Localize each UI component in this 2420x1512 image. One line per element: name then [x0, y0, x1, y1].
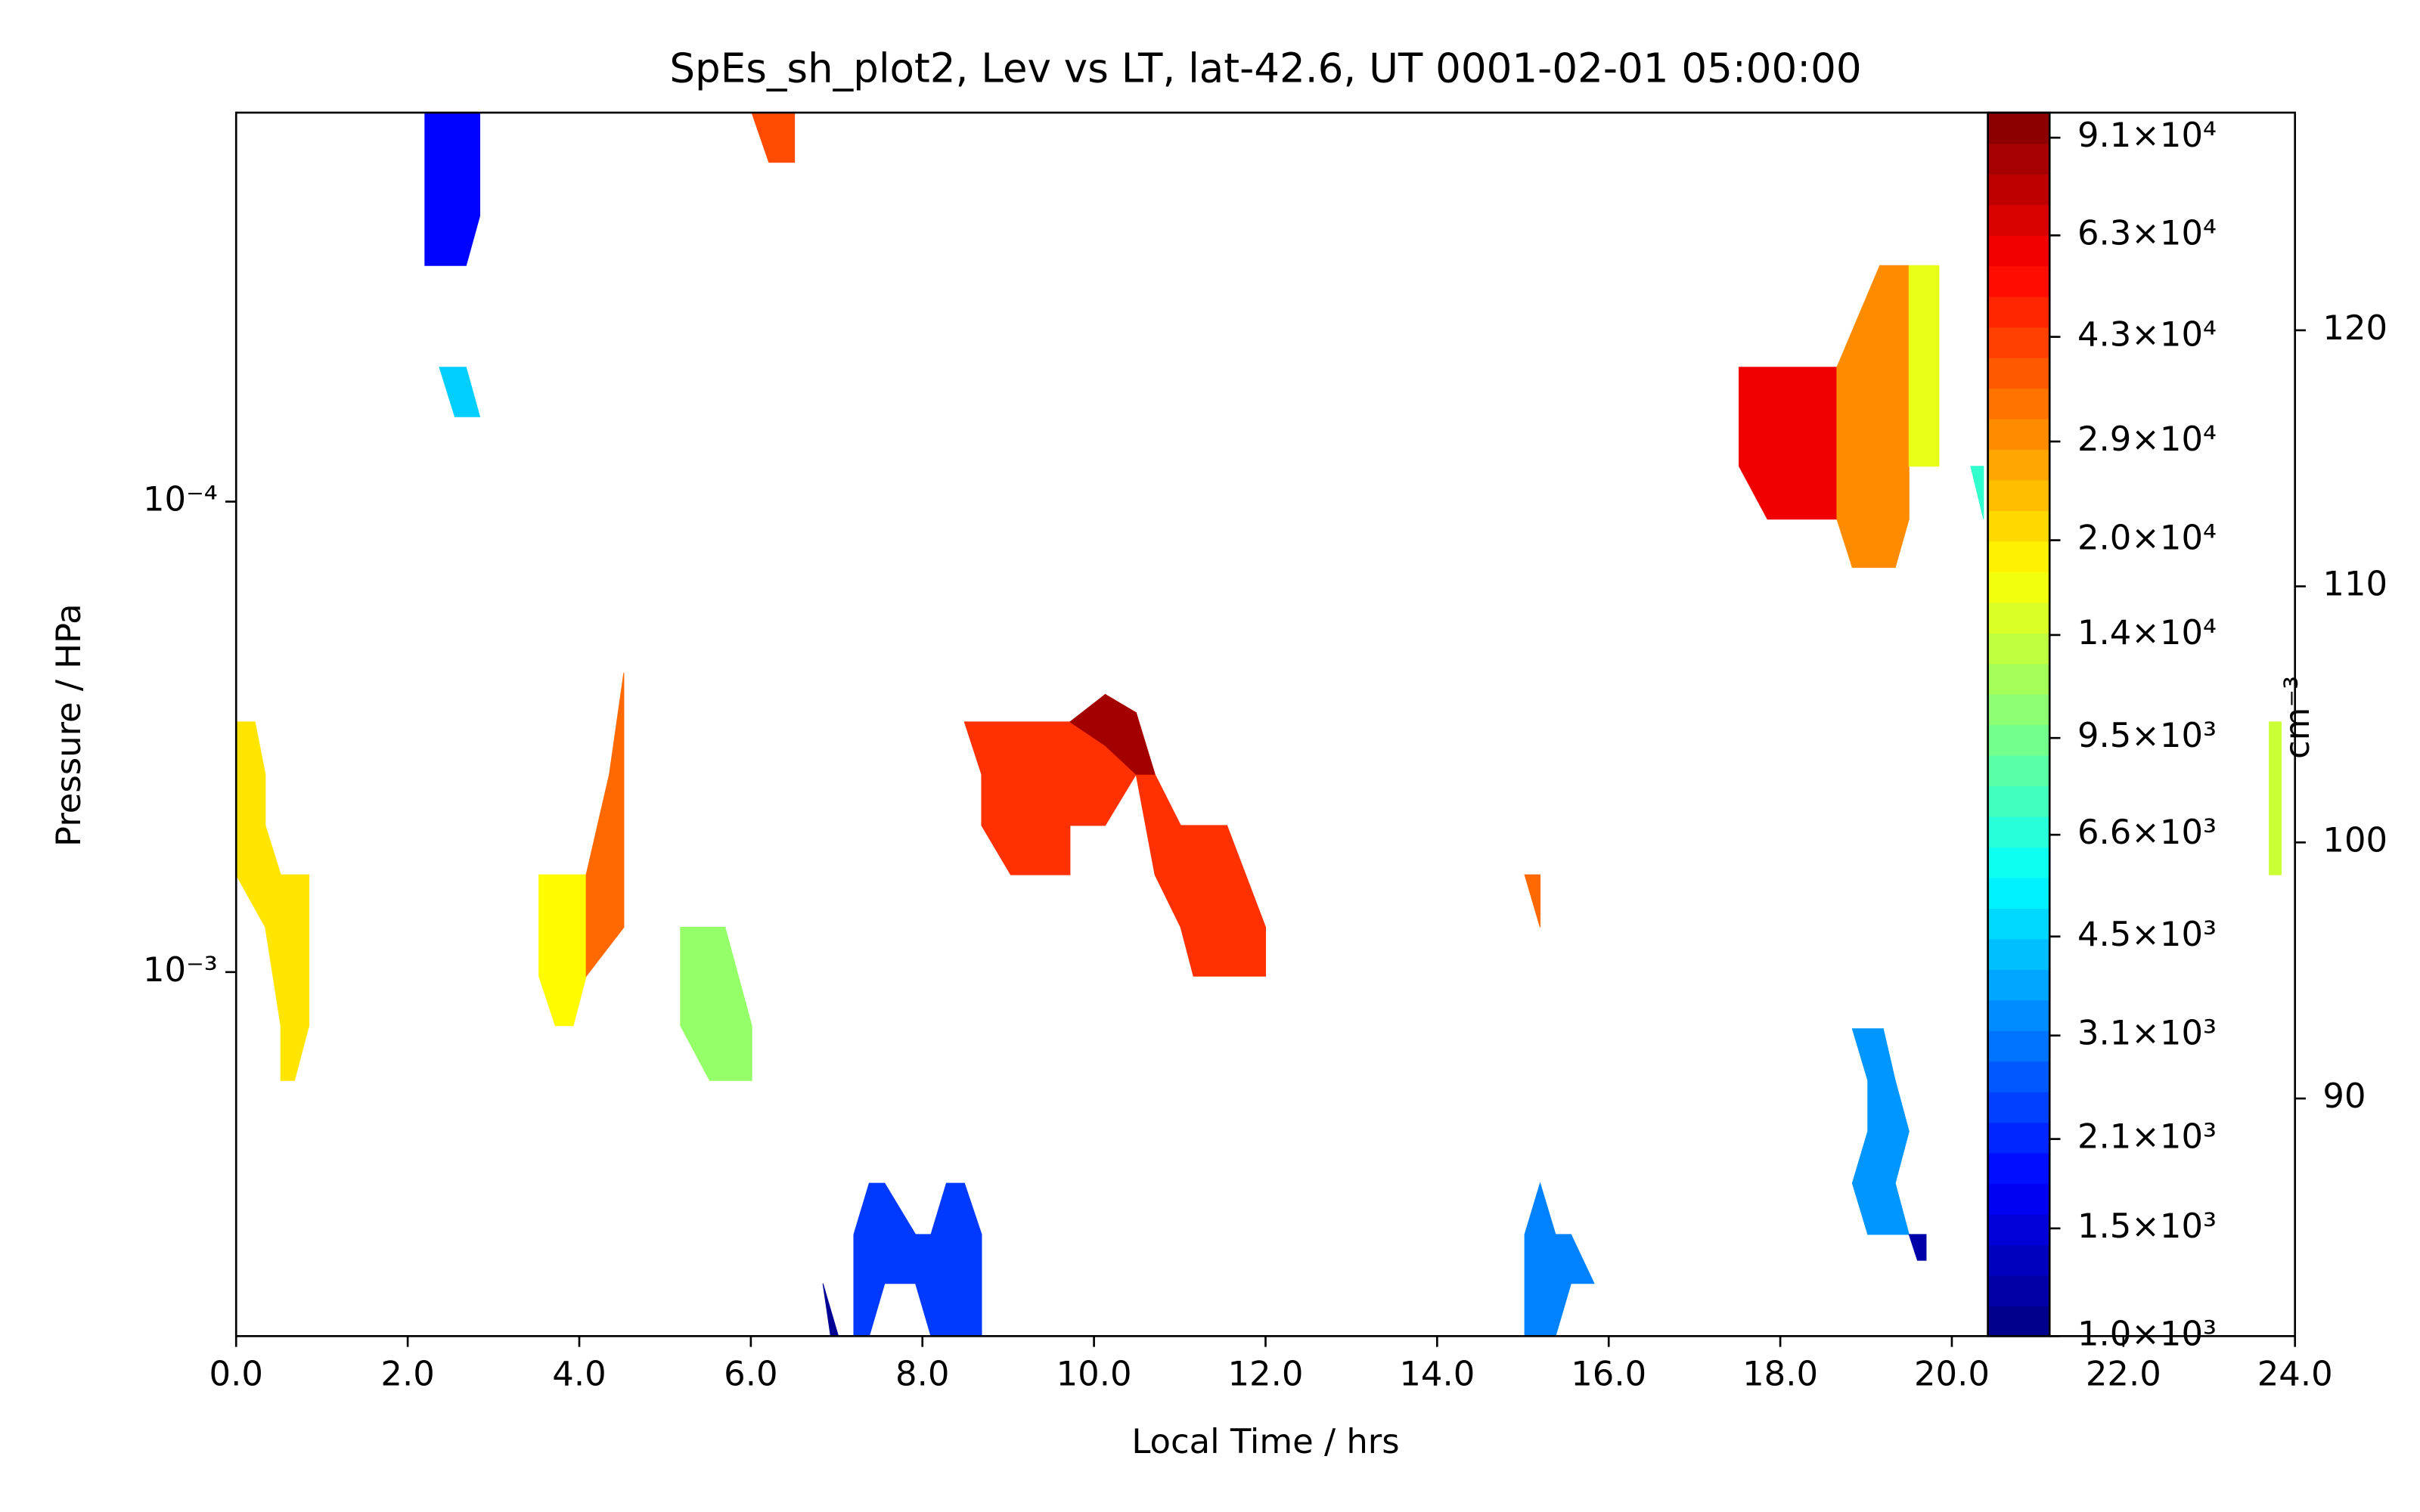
colorbar-band [1987, 847, 2050, 878]
contour-region [1739, 367, 1838, 520]
contour-region [439, 367, 481, 417]
x-tick-label: 18.0 [1742, 1353, 1818, 1393]
colorbar-band [1987, 327, 2050, 358]
contour-region [1970, 466, 1984, 519]
y-tick-label: 10⁻³ [143, 950, 218, 990]
colorbar-band [1987, 173, 2050, 206]
colorbar-band [1987, 663, 2050, 695]
colorbar-band [1987, 234, 2050, 267]
x-tick-label: 10.0 [1056, 1353, 1132, 1393]
x-tick-label: 12.0 [1228, 1353, 1304, 1393]
colorbar-tick-label: 6.6×10³ [2077, 812, 2217, 852]
colorbar-band [1987, 1244, 2050, 1276]
contour-region [1524, 1182, 1595, 1337]
colorbar-band [1987, 388, 2050, 420]
colorbar-band [1987, 296, 2050, 328]
colorbar-tick-label: 2.1×10³ [2077, 1117, 2217, 1157]
colorbar-band [1987, 816, 2050, 848]
y2-tick-label: 100 [2322, 820, 2387, 860]
contour-region [1836, 265, 1910, 569]
colorbar-band [1987, 1091, 2050, 1123]
colorbar-tick-label: 9.1×10⁴ [2077, 115, 2217, 155]
y-tick-label: 10⁻⁴ [143, 479, 218, 519]
x-axis-label: Local Time / hrs [1131, 1421, 1399, 1461]
colorbar-band [1987, 1152, 2050, 1185]
x-tick-label: 24.0 [2257, 1353, 2333, 1393]
colorbar-tick-label: 9.5×10³ [2077, 715, 2217, 755]
colorbar-band [1987, 754, 2050, 787]
colorbar-tick-label: 4.5×10³ [2077, 914, 2217, 954]
colorbar-band [1987, 1030, 2050, 1062]
colorbar-band [1987, 1213, 2050, 1245]
colorbar-band [1987, 877, 2050, 909]
y-axis-label: Pressure / HPa [48, 603, 88, 847]
colorbar-band [1987, 1275, 2050, 1306]
colorbar-tick-label: 1.0×10³ [2077, 1313, 2217, 1353]
colorbar-band [1987, 724, 2050, 756]
colorbar-band [1987, 968, 2050, 1001]
colorbar-band [1987, 479, 2050, 511]
contour-region [2269, 721, 2282, 875]
contour-region [1908, 1234, 1927, 1261]
x-tick-label: 22.0 [2086, 1353, 2161, 1393]
colorbar-tick-label: 1.5×10³ [2077, 1206, 2217, 1246]
colorbar-band [1987, 357, 2050, 389]
y2-tick-label: 110 [2322, 564, 2387, 604]
colorbar-band [1987, 785, 2050, 817]
colorbar-band [1987, 938, 2050, 970]
colorbar-band [1987, 418, 2050, 451]
contour-region [424, 112, 480, 266]
x-tick-label: 2.0 [380, 1353, 434, 1393]
chart-title: SpEs_sh_plot2, Lev vs LT, lat-42.6, UT 0… [669, 45, 1861, 92]
colorbar-band [1987, 1122, 2050, 1154]
colorbar-tick-label: 3.1×10³ [2077, 1013, 2217, 1053]
colorbar-band [1987, 449, 2050, 481]
colorbar-band [1987, 602, 2050, 634]
colorbar-band [1987, 571, 2050, 603]
x-tick-label: 16.0 [1571, 1353, 1646, 1393]
colorbar-band [1987, 1305, 2050, 1337]
colorbar-band [1987, 265, 2050, 297]
x-tick-label: 20.0 [1914, 1353, 1990, 1393]
contour-region [751, 112, 796, 163]
contour-regions [235, 112, 2282, 1337]
colorbar-band [1987, 510, 2050, 542]
plot-frame [234, 111, 2297, 1337]
x-tick-label: 14.0 [1399, 1353, 1475, 1393]
y2-tick-label: 90 [2322, 1076, 2366, 1116]
contour-region [585, 672, 625, 978]
contour-region [853, 1182, 982, 1337]
colorbar-tick-label: 2.0×10⁴ [2077, 518, 2217, 558]
contour-region [822, 1283, 839, 1337]
colorbar-tick-label: 1.4×10⁴ [2077, 612, 2217, 652]
x-tick-label: 6.0 [724, 1353, 777, 1393]
contour-region [680, 927, 752, 1081]
contour-region [235, 721, 310, 1081]
colorbar-band [1987, 907, 2050, 940]
x-tick-label: 8.0 [895, 1353, 949, 1393]
x-tick-label: 0.0 [209, 1353, 263, 1393]
contour-region [1908, 265, 1940, 467]
colorbar-band [1987, 632, 2050, 665]
y2-tick-label: 120 [2322, 308, 2387, 348]
contour-region [1524, 874, 1541, 928]
colorbar-tick-label: 4.3×10⁴ [2077, 314, 2217, 355]
contour-region [1851, 1028, 1910, 1235]
colorbar-tick-label: 2.9×10⁴ [2077, 419, 2217, 459]
x-tick-label: 4.0 [552, 1353, 606, 1393]
colorbar-tick-label: 6.3×10⁴ [2077, 212, 2217, 253]
colorbar-band [1987, 541, 2050, 572]
colorbar-band [1987, 112, 2050, 144]
colorbar-band [1987, 204, 2050, 236]
contour-region [1069, 693, 1156, 775]
colorbar-band [1987, 999, 2050, 1031]
colorbar-band [1987, 1183, 2050, 1215]
colorbar-band [1987, 693, 2050, 726]
contour-region [538, 874, 587, 1027]
colorbar-band [1987, 1061, 2050, 1092]
colorbar-band [1987, 143, 2050, 175]
colorbar-label: cm⁻³ [2277, 676, 2317, 759]
